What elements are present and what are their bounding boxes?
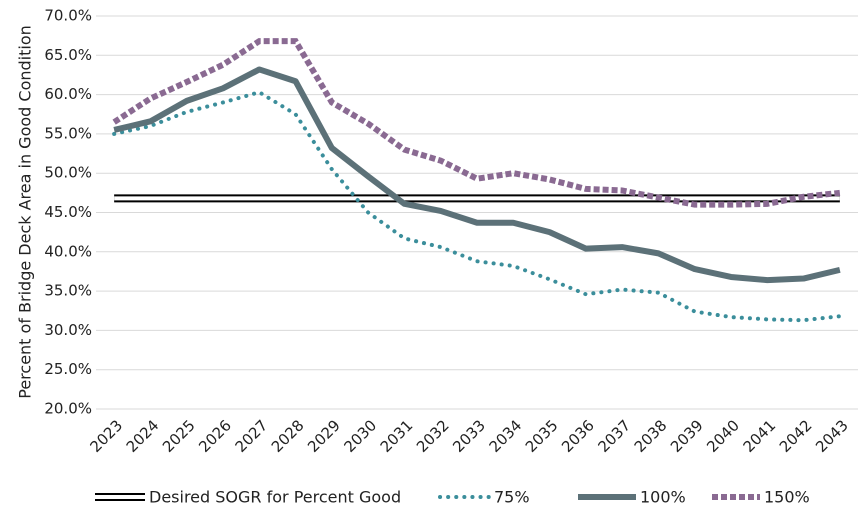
x-tick-label: 2031	[377, 416, 417, 456]
legend-label: 75%	[494, 488, 530, 507]
x-tick-label: 2039	[667, 416, 707, 456]
legend-label: Desired SOGR for Percent Good	[149, 488, 401, 507]
line	[112, 38, 841, 208]
x-tick-label: 2036	[558, 416, 598, 456]
y-tick-label: 55.0%	[44, 124, 92, 142]
x-tick-label: 2023	[86, 416, 126, 456]
y-tick-label: 35.0%	[44, 282, 92, 300]
x-tick-label: 2030	[340, 416, 380, 456]
y-tick-label: 45.0%	[44, 203, 92, 221]
y-tick-label: 65.0%	[44, 46, 92, 64]
x-tick-label: 2042	[776, 416, 816, 456]
x-tick-label: 2025	[159, 416, 199, 456]
x-tick-label: 2029	[304, 416, 344, 456]
y-tick-label: 25.0%	[44, 360, 92, 378]
x-tick-label: 2043	[812, 416, 852, 456]
x-tick-label: 2028	[268, 416, 308, 456]
y-tick-label: 30.0%	[44, 321, 92, 339]
y-tick-label: 50.0%	[44, 164, 92, 182]
x-tick-label: 2033	[449, 416, 489, 456]
x-tick-label: 2034	[486, 416, 526, 456]
y-tick-label: 60.0%	[44, 85, 92, 103]
x-tick-label: 2040	[703, 416, 743, 456]
x-tick-label: 2032	[413, 416, 453, 456]
x-tick-label: 2037	[594, 416, 634, 456]
y-tick-label: 40.0%	[44, 242, 92, 260]
x-tick-label: 2038	[631, 416, 671, 456]
x-tick-label: 2041	[740, 416, 780, 456]
legend-label: 150%	[764, 488, 810, 507]
x-tick-label: 2035	[522, 416, 562, 456]
x-tick-label: 2024	[123, 416, 163, 456]
line	[113, 66, 841, 284]
legend-label: 100%	[640, 488, 686, 507]
x-tick-label: 2027	[232, 416, 272, 456]
y-axis-label: Percent of Bridge Deck Area in Good Cond…	[16, 25, 35, 399]
y-tick-label: 70.0%	[44, 7, 92, 25]
y-tick-label: 20.0%	[44, 400, 92, 418]
line	[112, 90, 842, 323]
x-tick-label: 2026	[195, 416, 235, 456]
